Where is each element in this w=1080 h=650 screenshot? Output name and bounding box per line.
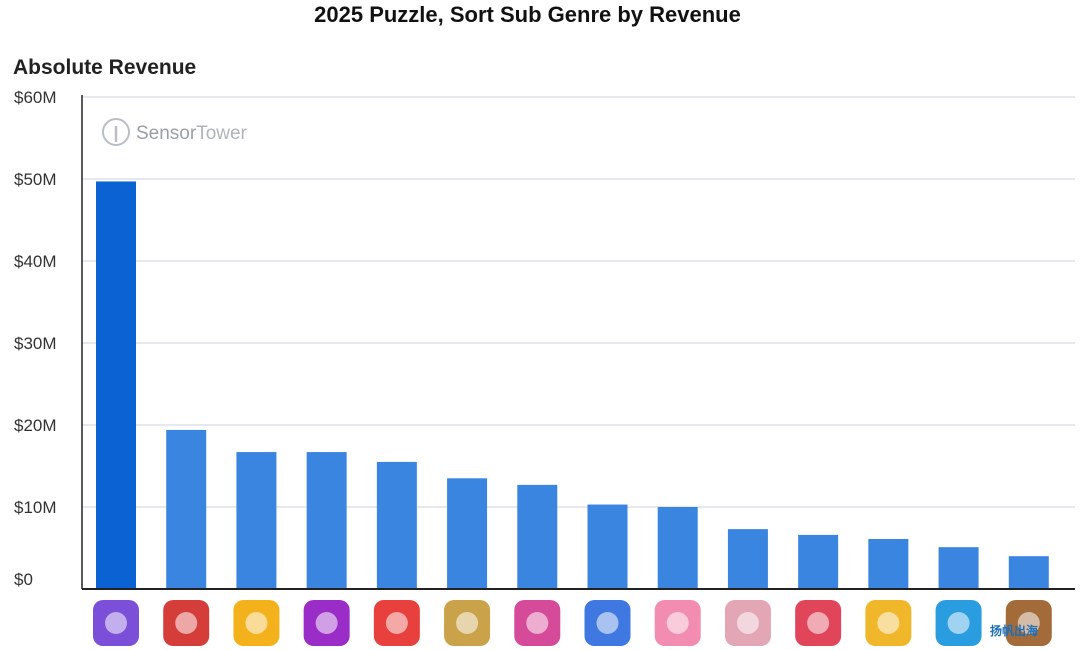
y-tick-label: $10M (14, 498, 57, 517)
bar (727, 529, 768, 589)
y-tick-label: $20M (14, 416, 57, 435)
y-tick-label: $60M (14, 88, 57, 107)
bar (587, 504, 628, 589)
y-tick-label: $30M (14, 334, 57, 353)
colorful-cubes-app-icon (163, 600, 210, 646)
bar (657, 507, 698, 589)
purple-figure-app-icon (303, 600, 350, 646)
sweet-candy-app-icon (795, 600, 842, 646)
bar (868, 538, 909, 589)
red-heart-app-icon (373, 600, 420, 646)
chart-title: 2025 Puzzle, Sort Sub Genre by Revenue (314, 2, 741, 27)
x-axis-icons (93, 600, 1052, 646)
ball-sort-tubes-app-icon (93, 600, 139, 646)
bar (938, 547, 979, 589)
svg-text:SensorTower: SensorTower (136, 123, 248, 144)
colorful-hexagon-app-icon (935, 600, 982, 646)
corner-watermark: 扬帆出海 (990, 624, 1039, 638)
yellow-school-bus-app-icon (865, 600, 912, 646)
pink-scene-app-icon (724, 600, 771, 646)
pink-character-app-icon (514, 600, 561, 646)
frog-apple-app-icon (654, 600, 701, 646)
bar (517, 484, 558, 589)
bar (447, 478, 488, 589)
sensortower-watermark: SensorTower (102, 118, 248, 146)
bar (96, 181, 136, 589)
bus-parking-app-icon (444, 600, 491, 646)
axes (81, 95, 1075, 590)
bar (236, 452, 277, 589)
wooden-sort-shelf-app-icon (1005, 600, 1052, 646)
bars (96, 181, 1049, 589)
watermark-brand-regular: Tower (196, 123, 247, 144)
color-sort-stack-app-icon (584, 600, 631, 646)
y-tick-label: $0 (14, 570, 33, 589)
bar (798, 534, 839, 589)
sensortower-logo-icon (102, 118, 130, 146)
watermark-brand-light: Sensor (136, 123, 197, 144)
bar (306, 452, 347, 589)
chart-subtitle: Absolute Revenue (13, 56, 197, 79)
bar (166, 429, 207, 589)
y-tick-label: $50M (14, 170, 57, 189)
y-tick-label: $40M (14, 252, 57, 271)
grid-lines (82, 96, 1075, 508)
bar (376, 461, 417, 589)
bar (1008, 556, 1049, 589)
yellow-pig-app-icon (233, 600, 280, 646)
y-axis-ticks: $0 $10M $20M $30M $40M $50M $60M (14, 88, 57, 589)
